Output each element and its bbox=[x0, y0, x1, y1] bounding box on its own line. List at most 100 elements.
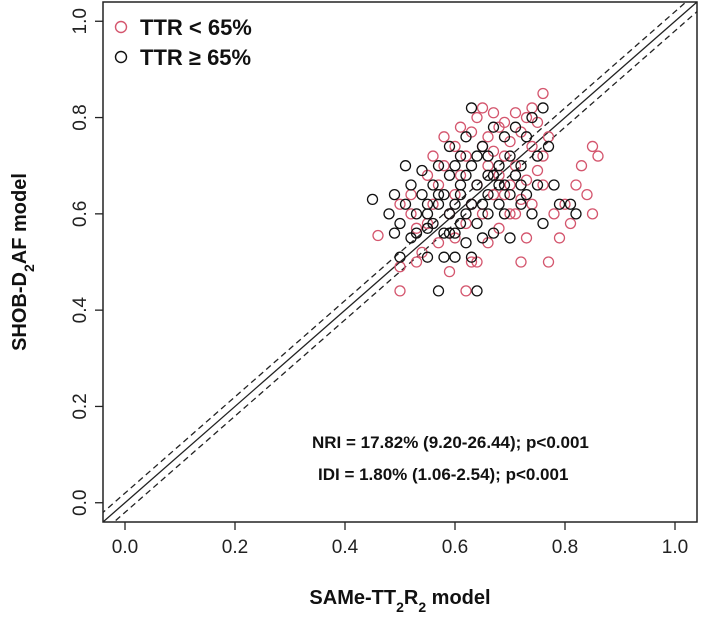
scatter-point-series-1 bbox=[427, 179, 439, 191]
scatter-point-series-0 bbox=[570, 179, 582, 191]
scatter-point-series-1 bbox=[520, 188, 533, 201]
scatter-point-series-0 bbox=[394, 261, 406, 273]
x-tick-label: 0.0 bbox=[112, 537, 138, 558]
scatter-point-series-1 bbox=[564, 198, 577, 210]
scatter-point-series-1 bbox=[487, 227, 500, 239]
scatter-point-series-0 bbox=[427, 150, 439, 162]
scatter-point-series-0 bbox=[443, 265, 456, 278]
scatter-point-series-0 bbox=[438, 160, 450, 172]
scatter-point-series-1 bbox=[537, 102, 549, 114]
scatter-point-series-1 bbox=[443, 208, 456, 220]
scatter-point-series-1 bbox=[410, 208, 423, 220]
scatter-point-series-0 bbox=[537, 179, 549, 191]
scatter-point-series-0 bbox=[372, 229, 384, 242]
scatter-point-series-1 bbox=[460, 208, 472, 220]
scatter-point-series-1 bbox=[416, 188, 428, 201]
scatter-point-series-0 bbox=[493, 121, 505, 133]
scatter-point-series-0 bbox=[449, 140, 461, 153]
scatter-point-series-1 bbox=[471, 150, 483, 162]
reference-line-lower-bound bbox=[113, 10, 697, 522]
reference-line-identity bbox=[103, 2, 697, 522]
scatter-point-series-0 bbox=[537, 150, 549, 162]
scatter-point-series-1 bbox=[432, 188, 445, 201]
y-tick-label: 0.0 bbox=[70, 490, 91, 516]
scatter-point-series-0 bbox=[559, 198, 571, 210]
scatter-point-series-1 bbox=[515, 160, 527, 172]
y-axis-title: SHOB-D2AF model bbox=[9, 173, 37, 351]
scatter-point-series-1 bbox=[366, 193, 379, 206]
scatter-point-series-1 bbox=[493, 160, 505, 172]
scatter-point-series-1 bbox=[537, 217, 549, 230]
scatter-point-series-1 bbox=[471, 285, 483, 297]
scatter-point-series-1 bbox=[465, 160, 478, 172]
scatter-point-series-0 bbox=[586, 140, 599, 153]
scatter-point-series-1 bbox=[443, 227, 456, 239]
scatter-point-series-0 bbox=[531, 164, 544, 177]
scatter-point-series-1 bbox=[399, 198, 412, 210]
scatter-point-series-0 bbox=[526, 198, 538, 210]
scatter-point-series-0 bbox=[454, 121, 467, 133]
scatter-point-series-0 bbox=[432, 237, 445, 249]
legend: TTR < 65% TTR ≥ 65% bbox=[114, 15, 252, 70]
scatter-point-series-0 bbox=[427, 198, 439, 210]
scatter-point-series-1 bbox=[570, 208, 582, 220]
scatter-point-series-1 bbox=[493, 179, 505, 191]
scatter-point-series-1 bbox=[394, 217, 406, 230]
scatter-point-series-1 bbox=[460, 237, 472, 249]
scatter-point-series-0 bbox=[515, 256, 527, 268]
scatter-point-series-1 bbox=[388, 227, 401, 239]
scatter-point-series-1 bbox=[388, 188, 401, 201]
scatter-point-series-0 bbox=[487, 107, 500, 119]
scatter-point-series-0 bbox=[520, 111, 533, 124]
x-tick-label: 0.2 bbox=[222, 537, 248, 558]
scatter-point-series-1 bbox=[465, 251, 478, 263]
scatter-point-series-1 bbox=[493, 198, 505, 210]
scatter-point-series-1 bbox=[548, 179, 560, 191]
legend-label-ttr-high: TTR ≥ 65% bbox=[140, 45, 251, 70]
scatter-point-series-1 bbox=[410, 227, 423, 239]
scatter-point-series-0 bbox=[487, 188, 500, 201]
reference-line-upper-bound bbox=[103, 2, 687, 514]
scatter-point-series-0 bbox=[460, 150, 472, 162]
scatter-point-series-0 bbox=[542, 131, 555, 143]
scatter-point-series-0 bbox=[394, 198, 406, 210]
scatter-point-series-0 bbox=[410, 256, 423, 268]
scatter-point-series-1 bbox=[465, 102, 478, 114]
scatter-point-series-1 bbox=[454, 150, 467, 162]
scatter-point-series-1 bbox=[526, 111, 538, 124]
scatter-point-series-0 bbox=[482, 131, 494, 143]
y-tick-label: 0.6 bbox=[70, 201, 91, 227]
scatter-point-series-0 bbox=[575, 160, 588, 172]
legend-marker-ttr-low bbox=[114, 20, 128, 34]
scatter-point-series-1 bbox=[504, 150, 516, 162]
scatter-point-series-1 bbox=[476, 232, 489, 244]
legend-marker-ttr-high bbox=[114, 50, 128, 64]
scatter-point-series-1 bbox=[487, 169, 500, 181]
scatter-point-series-1 bbox=[498, 208, 511, 220]
scatter-point-series-1 bbox=[454, 188, 467, 201]
scatter-point-series-0 bbox=[520, 232, 533, 244]
scatter-point-series-0 bbox=[482, 160, 494, 172]
scatter-point-series-1 bbox=[498, 131, 511, 143]
scatter-point-series-1 bbox=[421, 208, 434, 220]
scatter-point-series-1 bbox=[482, 169, 494, 181]
scatter-point-series-0 bbox=[405, 188, 417, 201]
y-tick-label: 0.8 bbox=[70, 104, 91, 130]
scatter-point-series-0 bbox=[526, 102, 538, 114]
x-axis-title: SAMe-TT2R2 model bbox=[309, 587, 490, 615]
scatter-point-series-1 bbox=[449, 227, 461, 239]
scatter-point-series-1 bbox=[383, 208, 395, 220]
scatter-point-series-1 bbox=[520, 131, 533, 143]
scatter-point-series-0 bbox=[564, 217, 577, 230]
x-tick-label: 0.4 bbox=[332, 537, 359, 558]
x-tick-label: 1.0 bbox=[662, 537, 688, 558]
scatter-point-series-1 bbox=[405, 179, 417, 191]
scatter-point-series-1 bbox=[553, 198, 566, 210]
scatter-point-series-0 bbox=[438, 131, 450, 143]
scatter-point-series-1 bbox=[454, 179, 467, 191]
scatter-point-series-1 bbox=[449, 198, 461, 210]
scatter-point-series-0 bbox=[460, 285, 472, 297]
scatter-point-series-0 bbox=[410, 222, 423, 234]
scatter-point-series-0 bbox=[553, 232, 566, 244]
scatter-point-series-0 bbox=[542, 256, 555, 268]
